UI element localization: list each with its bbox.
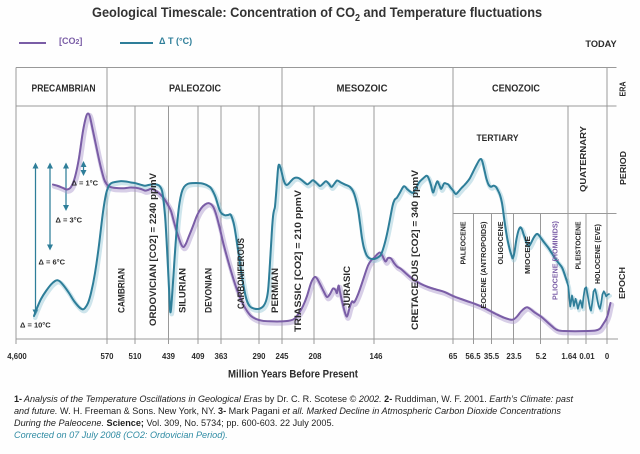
svg-text:35.5: 35.5 [484, 352, 500, 361]
svg-text:290: 290 [252, 352, 266, 361]
svg-text:PALEOZOIC: PALEOZOIC [169, 84, 221, 95]
svg-text:0: 0 [605, 352, 610, 361]
svg-text:SILURIAN: SILURIAN [177, 268, 188, 313]
svg-text:JURASIC: JURASIC [341, 266, 352, 308]
svg-text:510: 510 [128, 352, 142, 361]
svg-text:TERTIARY: TERTIARY [477, 133, 519, 143]
svg-text:409: 409 [191, 352, 205, 361]
svg-text:23.5: 23.5 [506, 352, 522, 361]
svg-text:Δ = 10°C: Δ = 10°C [20, 321, 51, 330]
svg-text:146: 146 [369, 352, 383, 361]
svg-text:PLIOCENE (HOMINIDS): PLIOCENE (HOMINIDS) [551, 220, 560, 300]
svg-text:1.64: 1.64 [561, 352, 577, 361]
svg-text:Million Years Before Present: Million Years Before Present [228, 369, 358, 381]
svg-text:363: 363 [214, 352, 228, 361]
svg-text:208: 208 [308, 352, 322, 361]
svg-text:Δ = 3°C: Δ = 3°C [56, 216, 83, 225]
svg-text:65: 65 [449, 352, 458, 361]
svg-text:CENOZOIC: CENOZOIC [492, 84, 540, 95]
svg-text:OLIGOCENE: OLIGOCENE [496, 221, 505, 264]
svg-text:TODAY: TODAY [585, 39, 616, 49]
svg-text:570: 570 [100, 352, 114, 361]
svg-text:EOCENE (ANTROPOIDS): EOCENE (ANTROPOIDS) [479, 221, 488, 309]
svg-text:PRECAMBRIAN: PRECAMBRIAN [32, 84, 96, 95]
svg-text:CAMBRIAN: CAMBRIAN [116, 268, 127, 313]
svg-text:CRETACEOUS [CO2] = 340 ppmV: CRETACEOUS [CO2] = 340 ppmV [410, 169, 421, 330]
svg-text:4,600: 4,600 [7, 352, 27, 361]
svg-text:DEVONIAN: DEVONIAN [203, 268, 214, 313]
svg-text:PALEOCENE: PALEOCENE [459, 221, 468, 264]
svg-text:56.5: 56.5 [465, 352, 481, 361]
svg-text:5.2: 5.2 [536, 352, 548, 361]
svg-text:PERMIAN: PERMIAN [269, 268, 280, 313]
svg-text:245: 245 [275, 352, 289, 361]
svg-text:MIOCENE: MIOCENE [523, 236, 532, 274]
svg-text:PLEISTOCENE: PLEISTOCENE [574, 221, 583, 269]
svg-text:PERIOD: PERIOD [618, 151, 628, 185]
svg-text:Δ = 1°C: Δ = 1°C [72, 179, 99, 188]
svg-text:ERA: ERA [618, 82, 628, 97]
svg-text:EPOCH: EPOCH [617, 267, 627, 299]
svg-text:QUATERNARY: QUATERNARY [578, 126, 588, 192]
svg-text:HOLOCENE (EVE): HOLOCENE (EVE) [593, 223, 602, 284]
svg-text:0.01: 0.01 [579, 352, 595, 361]
svg-text:TRIASSIC [CO2] = 210 ppmV: TRIASSIC [CO2] = 210 ppmV [293, 189, 304, 332]
svg-text:Δ = 6°C: Δ = 6°C [39, 258, 66, 267]
svg-text:ORDOVICIAN [CO2] = 2240 ppmV: ORDOVICIAN [CO2] = 2240 ppmV [148, 172, 159, 326]
svg-text:MESOZOIC: MESOZOIC [337, 84, 388, 95]
svg-text:439: 439 [162, 352, 176, 361]
svg-text:CARBONIFEROUS: CARBONIFEROUS [235, 238, 246, 309]
